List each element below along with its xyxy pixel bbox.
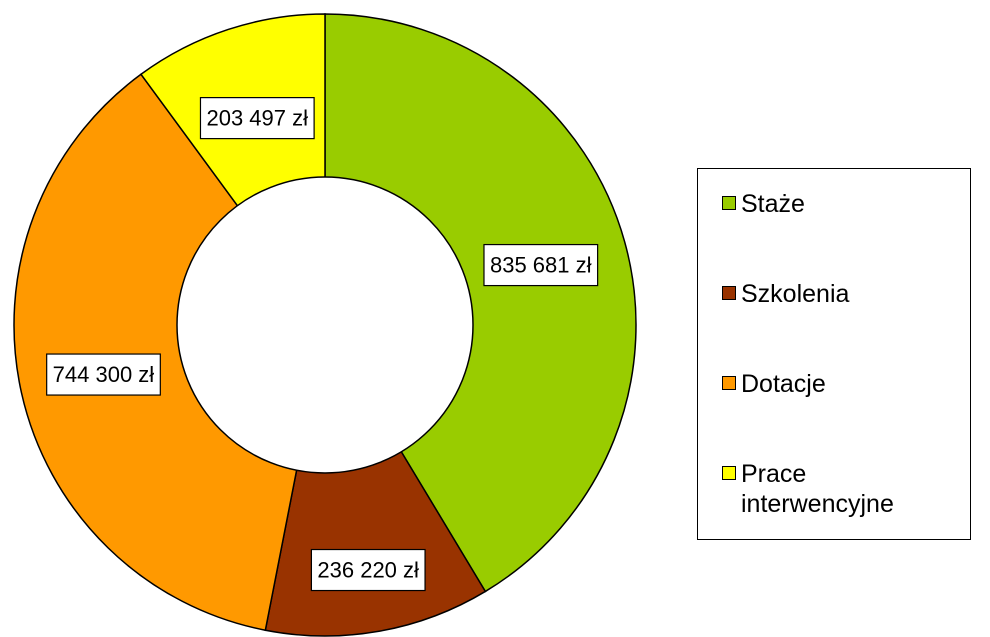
chart-legend: Staże Szkolenia Dotacje Prace interwency…: [697, 168, 971, 540]
data-label-box-prace-interwencyjne: [199, 97, 315, 140]
legend-swatch-dotacje: [722, 376, 736, 390]
legend-item-prace-interwencyjne: Prace interwencyjne: [722, 459, 961, 519]
data-label-dotacje: 744 300 zł: [46, 353, 161, 396]
legend-label-szkolenia: Szkolenia: [741, 280, 850, 308]
slice-dotacje: [13, 73, 326, 632]
data-label-box-szkolenia: [310, 548, 426, 592]
legend-item-staze: Staże: [722, 189, 961, 219]
data-label-text-staze: 835 681 zł: [490, 253, 592, 278]
data-label-szkolenia: 236 220 zł: [310, 548, 426, 592]
data-label-text-prace-interwencyjne: 203 497 zł: [206, 106, 308, 131]
data-label-text-dotacje: 744 300 zł: [53, 362, 155, 387]
legend-item-dotacje: Dotacje: [722, 369, 961, 399]
data-labels-layer: 835 681 zł 236 220 zł 744 300 zł 203 497 zł: [46, 97, 599, 592]
legend-swatch-prace-interwencyjne: [722, 466, 736, 480]
data-label-box-dotacje: [46, 353, 161, 396]
data-label-text-szkolenia: 236 220 zł: [317, 558, 419, 583]
data-label-prace-interwencyjne: 203 497 zł: [199, 97, 315, 140]
legend-swatch-szkolenia: [722, 286, 736, 300]
data-label-staze: 835 681 zł: [483, 243, 599, 287]
legend-swatch-staze: [722, 196, 736, 210]
legend-label-prace-interwencyjne: Prace interwencyjne: [741, 460, 894, 518]
legend-label-staze: Staże: [741, 190, 805, 218]
data-label-box-staze: [483, 243, 599, 287]
legend-item-szkolenia: Szkolenia: [722, 279, 961, 309]
donut-hole: [176, 176, 474, 474]
legend-label-dotacje: Dotacje: [741, 370, 826, 398]
